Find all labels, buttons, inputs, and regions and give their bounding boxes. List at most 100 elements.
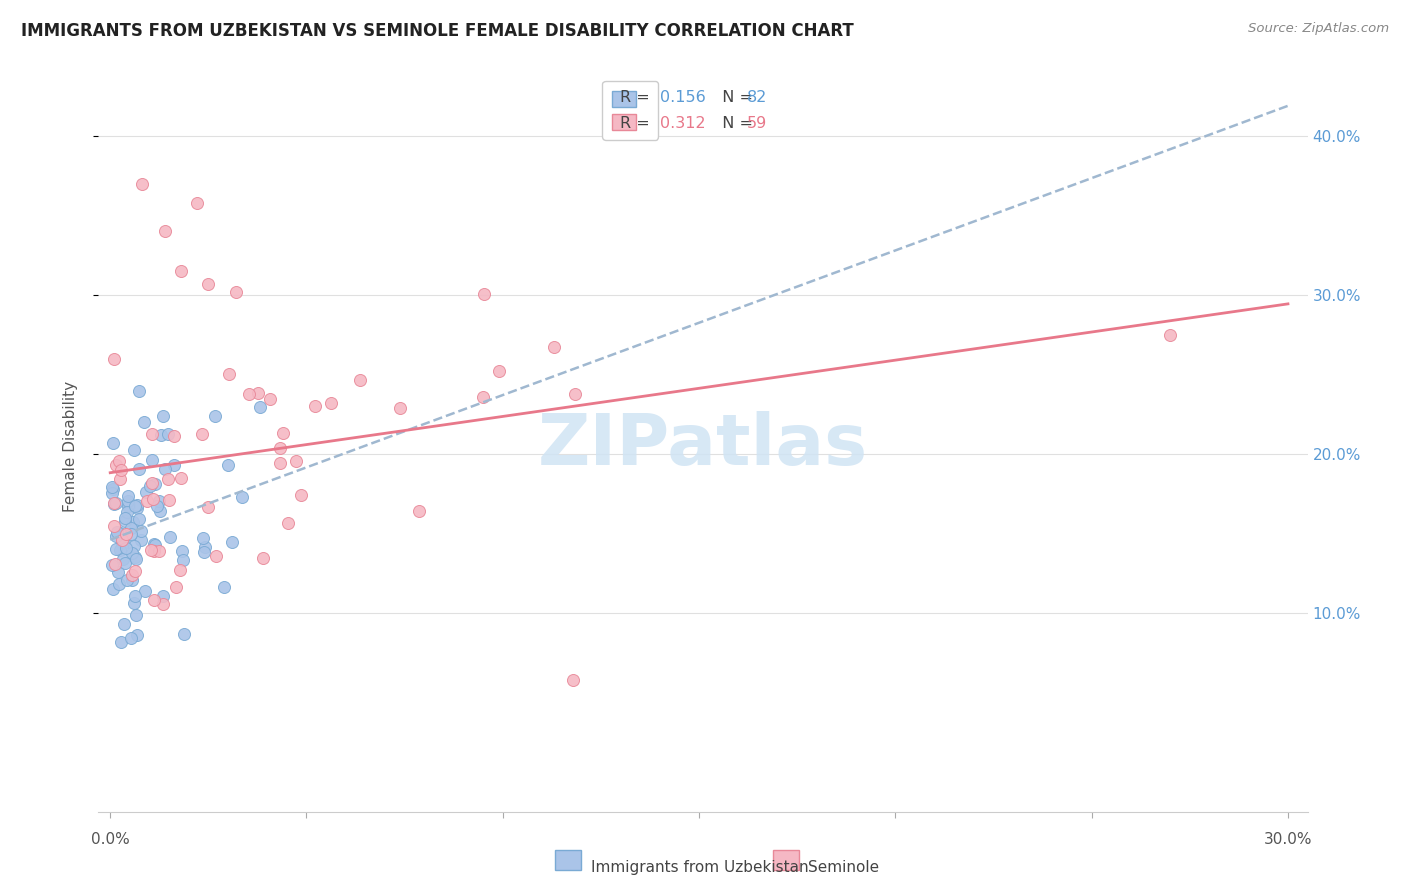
Point (163, 429, 186, 443)
Point (105, 524, 128, 539)
Point (252, 551, 274, 566)
Point (148, 543, 170, 558)
Point (238, 387, 260, 401)
Text: Source: ZipAtlas.com: Source: ZipAtlas.com (1249, 22, 1389, 36)
Point (247, 385, 270, 400)
Point (120, 631, 142, 645)
Point (129, 533, 152, 547)
Point (204, 409, 226, 424)
Point (1159, 327, 1181, 342)
Point (117, 489, 139, 503)
Point (121, 515, 143, 529)
Point (146, 499, 169, 513)
Point (104, 458, 127, 472)
Text: 59: 59 (747, 116, 768, 131)
Point (197, 277, 219, 291)
Text: N =: N = (711, 116, 758, 131)
Point (173, 627, 195, 641)
Point (101, 482, 124, 496)
Point (103, 352, 125, 367)
Point (103, 518, 125, 533)
Point (156, 427, 179, 442)
Point (139, 543, 162, 558)
Point (149, 428, 172, 442)
Point (127, 500, 149, 515)
Point (122, 443, 145, 458)
Point (231, 490, 253, 504)
Point (103, 496, 125, 510)
Point (170, 264, 193, 278)
Point (117, 493, 139, 508)
Point (138, 479, 160, 493)
Point (114, 541, 136, 555)
Point (104, 558, 127, 572)
Point (225, 285, 247, 299)
Text: IMMIGRANTS FROM UZBEKISTAN VS SEMINOLE FEMALE DISABILITY CORRELATION CHART: IMMIGRANTS FROM UZBEKISTAN VS SEMINOLE F… (21, 22, 853, 40)
Y-axis label: Female Disability: Female Disability (63, 380, 77, 512)
Point (159, 530, 181, 544)
Point (122, 539, 145, 553)
Point (249, 400, 271, 414)
Point (141, 453, 163, 467)
Point (132, 416, 155, 430)
Point (121, 546, 143, 560)
Point (124, 608, 146, 623)
Point (319, 396, 342, 410)
Point (141, 476, 163, 491)
Text: 0.312: 0.312 (659, 116, 706, 131)
Point (104, 529, 127, 543)
Point (186, 195, 208, 210)
Point (114, 511, 136, 525)
Point (157, 493, 180, 508)
Point (193, 540, 215, 554)
Point (148, 493, 170, 508)
Text: N =: N = (711, 90, 758, 105)
Point (152, 597, 174, 611)
Text: R =: R = (620, 116, 655, 131)
Point (170, 470, 193, 484)
Point (124, 549, 146, 564)
FancyBboxPatch shape (773, 850, 799, 870)
Point (193, 545, 215, 559)
Point (389, 401, 412, 415)
Point (114, 514, 136, 528)
Point (120, 526, 142, 541)
Point (172, 552, 194, 566)
Point (110, 463, 132, 477)
Point (131, 524, 153, 539)
Point (128, 384, 150, 398)
Point (111, 536, 134, 550)
Point (472, 287, 495, 301)
Point (277, 516, 299, 531)
Point (124, 596, 146, 610)
Point (543, 340, 565, 354)
Point (271, 426, 294, 441)
Point (488, 364, 510, 378)
Text: R =: R = (620, 90, 655, 105)
Text: 30.0%: 30.0% (1264, 832, 1312, 847)
Point (471, 390, 494, 404)
Point (117, 499, 139, 513)
Point (112, 536, 135, 550)
Point (141, 427, 163, 442)
Point (117, 505, 139, 519)
Legend: , : , (603, 81, 658, 140)
Point (101, 480, 124, 494)
Point (165, 580, 187, 594)
Point (290, 488, 312, 502)
Point (190, 427, 212, 442)
Point (193, 531, 215, 545)
Point (408, 503, 430, 517)
Point (128, 512, 150, 526)
Point (124, 589, 146, 603)
Point (118, 498, 141, 512)
Point (120, 521, 142, 535)
Text: ZIPatlas: ZIPatlas (538, 411, 868, 481)
Point (128, 462, 150, 476)
Point (134, 583, 156, 598)
Point (108, 543, 131, 558)
Point (221, 534, 243, 549)
Point (124, 499, 146, 513)
Point (153, 461, 176, 475)
Point (114, 556, 136, 570)
